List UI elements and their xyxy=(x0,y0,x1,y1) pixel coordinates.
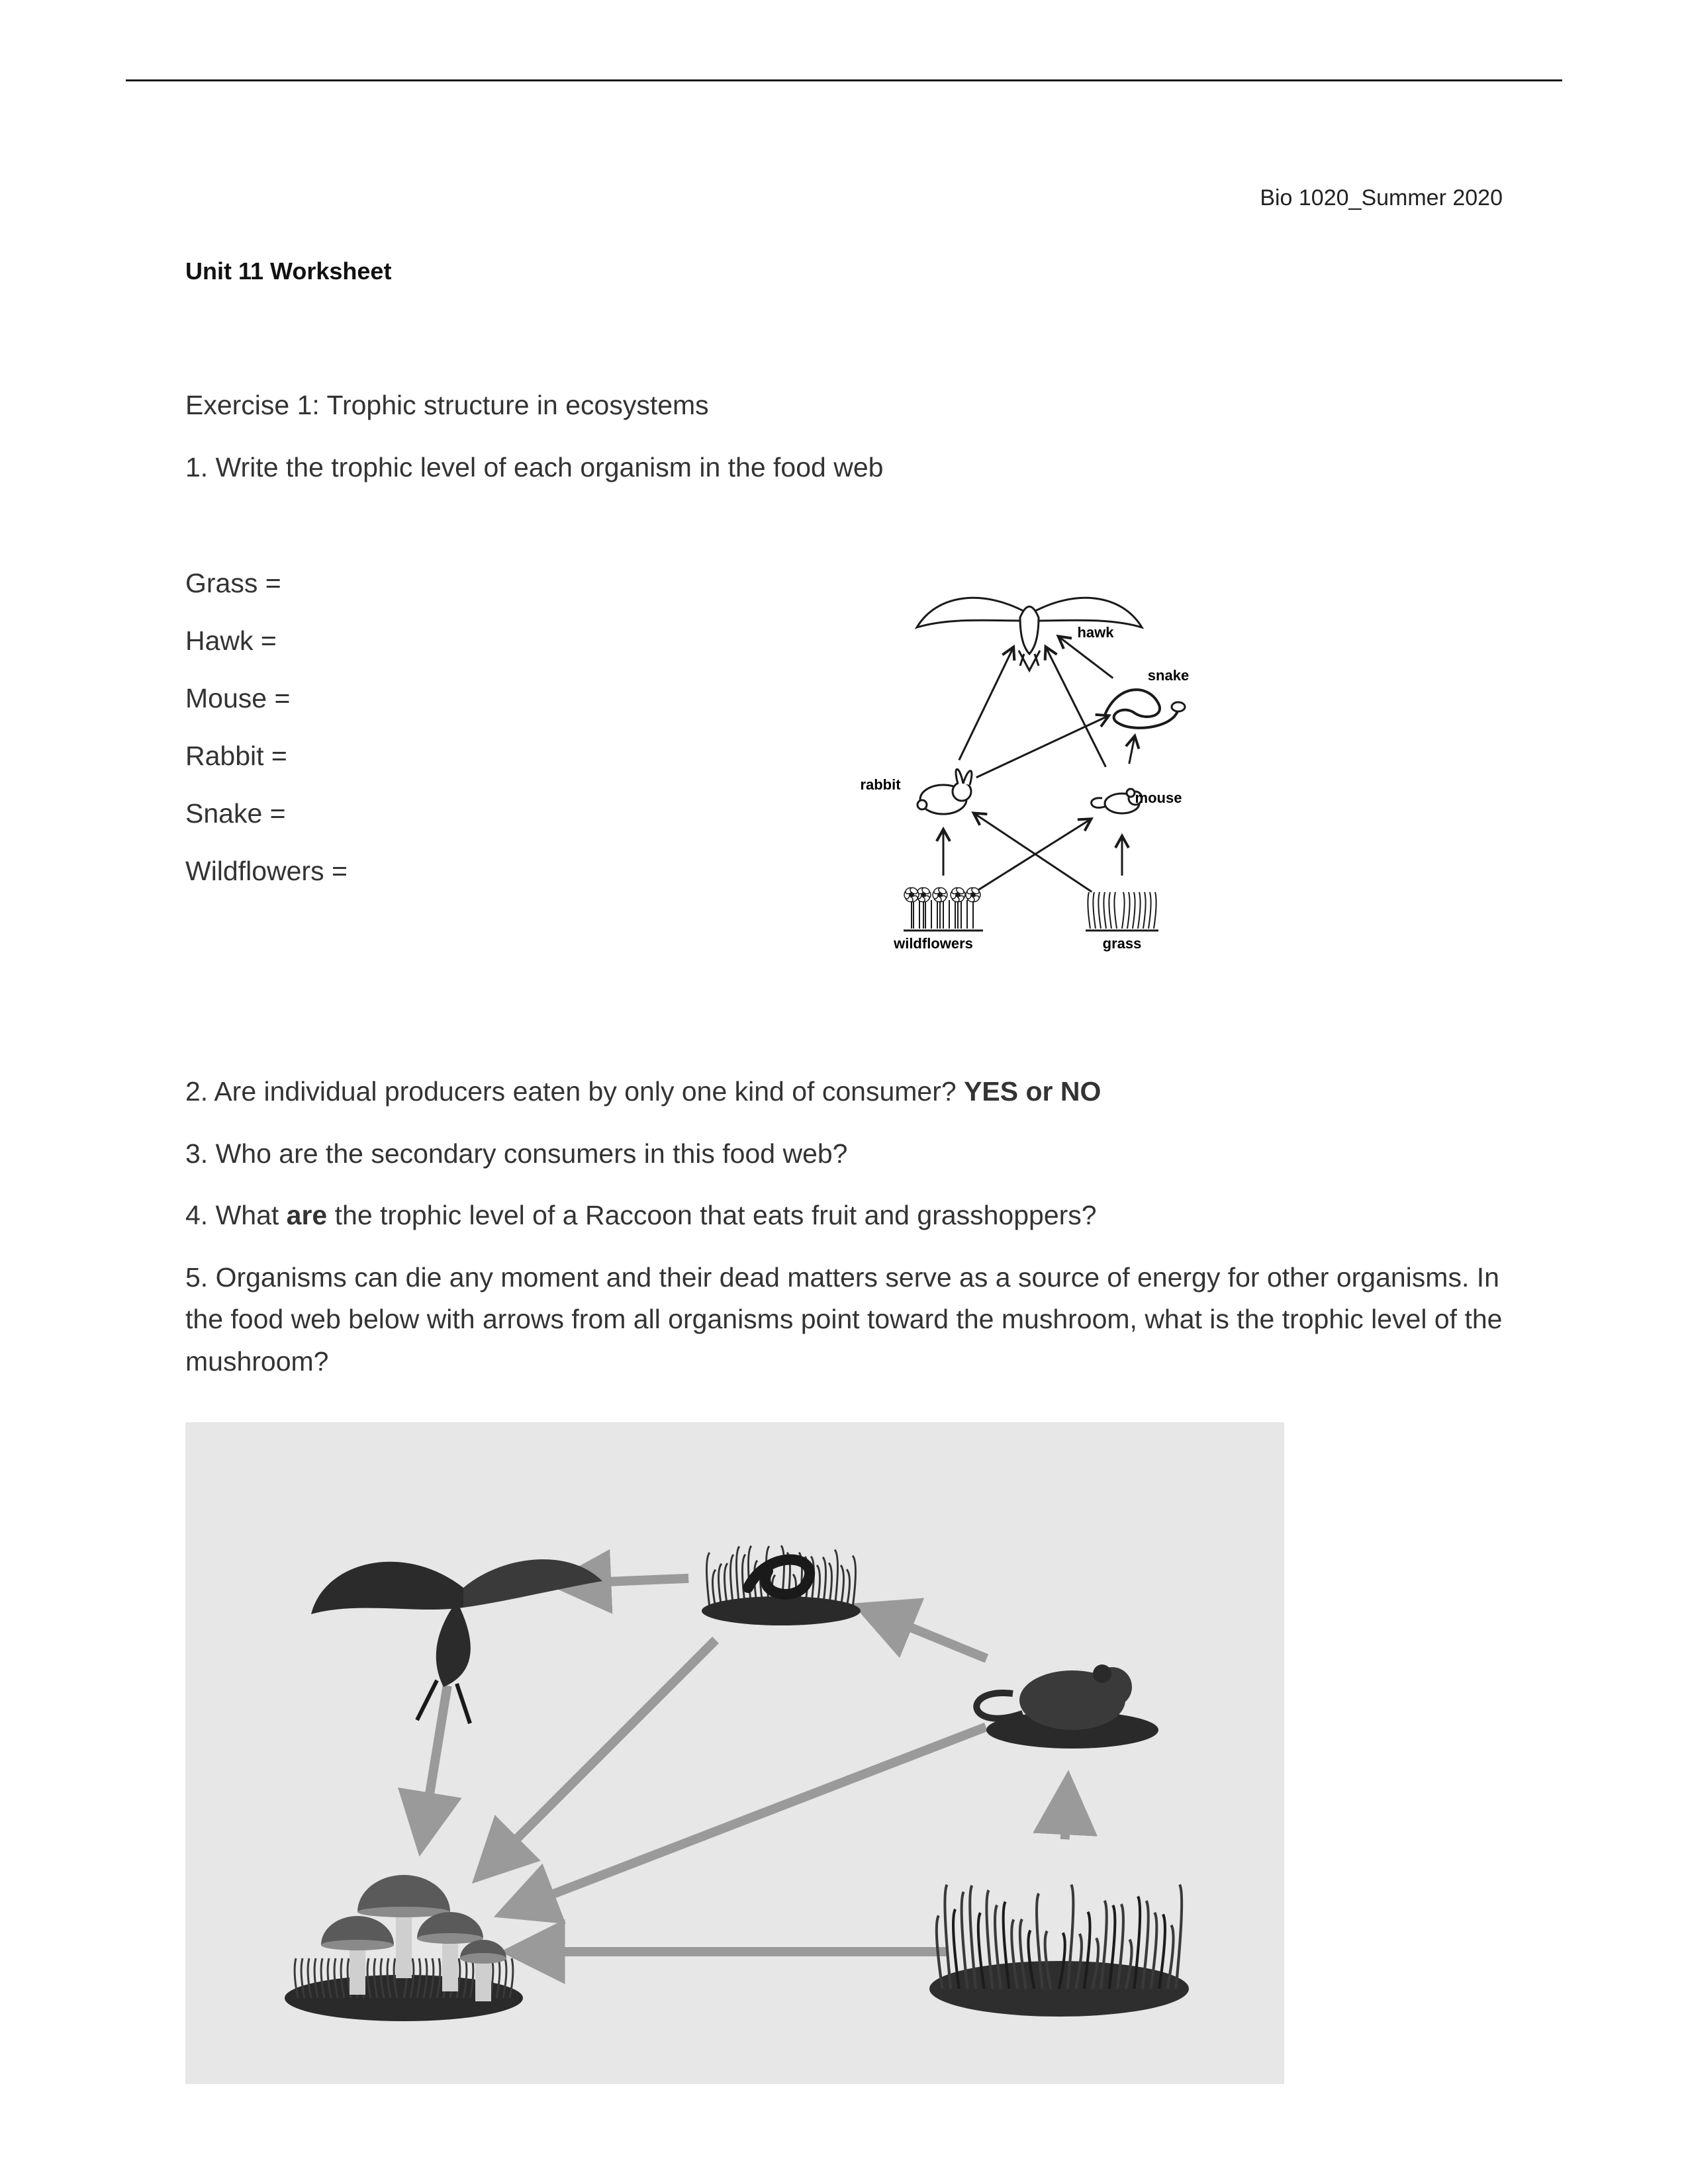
svg-text:snake: snake xyxy=(1148,667,1189,684)
question-2: 2. Are individual producers eaten by onl… xyxy=(185,1071,1503,1113)
svg-text:hawk: hawk xyxy=(1077,624,1114,641)
header-rule xyxy=(126,79,1562,81)
course-line: Bio 1020_Summer 2020 xyxy=(185,185,1503,211)
organism-row: Grass = xyxy=(185,568,530,599)
organism-row: Snake = xyxy=(185,798,530,829)
exercise-title: Exercise 1: Trophic structure in ecosyst… xyxy=(185,385,1503,427)
mushroom-foodweb-wrap xyxy=(185,1422,1503,2084)
foodweb-diagram: hawk snake rabbit mouse wildflowers grass xyxy=(857,568,1228,965)
question-3: 3. Who are the secondary consumers in th… xyxy=(185,1133,1503,1175)
svg-text:wildflowers: wildflowers xyxy=(893,935,973,952)
question-1: 1. Write the trophic level of each organ… xyxy=(185,447,1503,489)
organism-row: Mouse = xyxy=(185,683,530,714)
question-4-pre: 4. What xyxy=(185,1200,287,1230)
q1-columns: Grass = Hawk = Mouse = Rabbit = Snake = … xyxy=(185,568,1503,965)
organism-row: Rabbit = xyxy=(185,741,530,772)
foodweb-diagram-wrap: hawk snake rabbit mouse wildflowers grass xyxy=(583,568,1503,965)
question-5: 5. Organisms can die any moment and thei… xyxy=(185,1257,1503,1383)
organism-row: Hawk = xyxy=(185,625,530,657)
svg-text:grass: grass xyxy=(1103,935,1142,952)
mushroom-foodweb-diagram xyxy=(185,1422,1284,2084)
question-4: 4. What are the trophic level of a Racco… xyxy=(185,1195,1503,1237)
unit-title: Unit 11 Worksheet xyxy=(185,257,1503,285)
svg-text:mouse: mouse xyxy=(1135,790,1182,806)
organism-row: Wildflowers = xyxy=(185,856,530,887)
question-2-bold: YES or NO xyxy=(964,1076,1101,1107)
organism-list: Grass = Hawk = Mouse = Rabbit = Snake = … xyxy=(185,568,530,913)
question-4-post: the trophic level of a Raccoon that eats… xyxy=(327,1200,1096,1230)
question-2-text: 2. Are individual producers eaten by onl… xyxy=(185,1076,964,1107)
question-4-bold: are xyxy=(287,1200,328,1230)
svg-text:rabbit: rabbit xyxy=(860,776,901,793)
worksheet-page: Bio 1020_Summer 2020 Unit 11 Worksheet E… xyxy=(0,0,1688,2184)
